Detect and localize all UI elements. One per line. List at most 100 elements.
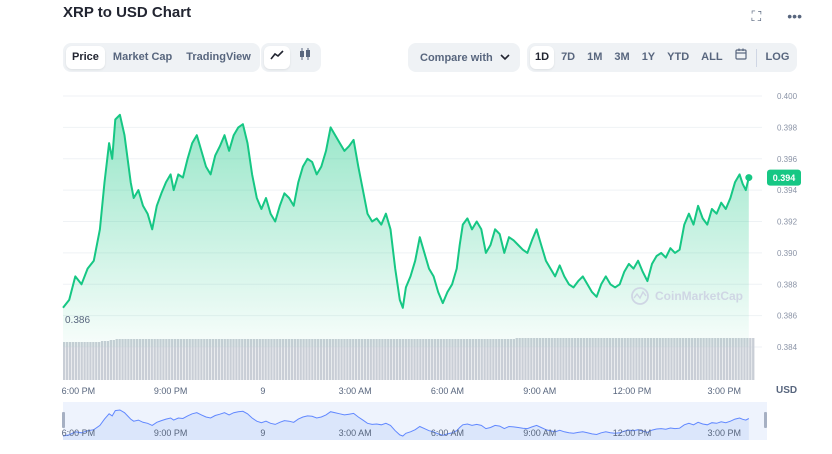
volume-bar <box>717 338 720 380</box>
tab-market-cap[interactable]: Market Cap <box>112 51 173 63</box>
volume-bar <box>661 338 664 380</box>
volume-bar <box>206 339 209 380</box>
volume-bar <box>124 339 127 380</box>
volume-bar <box>503 339 507 380</box>
volume-bar <box>521 338 524 380</box>
volume-bar <box>533 338 536 380</box>
range-all[interactable]: ALL <box>701 51 723 63</box>
volume-bar <box>498 339 501 380</box>
y-tick-label: 0.392 <box>777 218 798 227</box>
range-ytd[interactable]: YTD <box>667 51 690 63</box>
log-toggle[interactable]: LOG <box>765 51 790 63</box>
volume-bar <box>98 342 101 380</box>
volume-bar <box>363 339 367 380</box>
volume-bar <box>220 339 223 380</box>
volume-bar <box>92 342 95 380</box>
range-1m[interactable]: 1M <box>587 51 603 63</box>
volume-bar <box>477 339 480 380</box>
volume-bar <box>635 338 638 380</box>
volume-bar <box>287 339 291 380</box>
volume-bar <box>381 339 384 380</box>
volume-bar <box>536 338 539 380</box>
range-navigator[interactable]: 6:00 PM 9:00 PM 9 3:00 AM 6:00 AM 9:00 AM 12:0… <box>62 402 767 440</box>
tab-price[interactable]: Price <box>66 46 105 69</box>
navigator-handle-right[interactable] <box>764 412 767 428</box>
volume-bar <box>375 339 378 380</box>
range-3m[interactable]: 3M <box>614 51 630 63</box>
volume-bar <box>343 339 346 380</box>
volume-bar <box>308 339 311 380</box>
volume-bar <box>226 339 229 380</box>
volume-bar <box>725 338 729 380</box>
compare-label: Compare with <box>420 51 493 64</box>
fullscreen-icon[interactable]: ⛶ <box>751 8 762 24</box>
volume-bar <box>489 339 492 380</box>
volume-bar <box>112 340 115 380</box>
volume-bar <box>401 339 405 380</box>
volume-bar <box>690 338 694 380</box>
candlestick-icon[interactable] <box>292 46 318 69</box>
volume-bar <box>182 339 186 380</box>
volume-bar <box>317 339 320 380</box>
volume-bar <box>600 338 603 380</box>
volume-bar <box>430 339 434 380</box>
volume-bar <box>544 338 548 380</box>
navigator-handle-left[interactable] <box>62 412 65 428</box>
volume-bar <box>518 338 521 380</box>
range-7d[interactable]: 7D <box>561 51 576 63</box>
volume-bar <box>711 338 714 380</box>
volume-bar <box>80 342 83 380</box>
volume-bar <box>135 339 139 380</box>
volume-bar <box>153 339 156 380</box>
compare-with-dropdown[interactable]: Compare with <box>408 43 520 72</box>
volume-bar <box>223 339 226 380</box>
volume-bar <box>127 339 130 380</box>
volume-bar <box>740 338 743 380</box>
volume-bar <box>550 338 553 380</box>
volume-bar <box>687 338 691 380</box>
tab-tradingview[interactable]: TradingView <box>186 51 251 63</box>
more-icon[interactable]: ••• <box>787 8 802 24</box>
volume-bar <box>623 338 626 380</box>
volume-bar <box>436 339 440 380</box>
volume-bar <box>553 338 556 380</box>
volume-bar <box>737 338 740 380</box>
range-1d[interactable]: 1D <box>530 46 555 69</box>
volume-bar <box>89 342 92 380</box>
volume-bar <box>419 339 422 380</box>
volume-bar <box>165 339 168 380</box>
volume-bar <box>524 338 527 380</box>
volume-bar <box>673 338 676 380</box>
line-chart-icon[interactable] <box>264 46 290 69</box>
volume-bar <box>617 338 621 380</box>
volume-bar <box>346 339 349 380</box>
volume-bar <box>676 338 679 380</box>
volume-bar <box>679 338 682 380</box>
volume-bar <box>649 338 653 380</box>
volume-bar <box>588 338 591 380</box>
range-1y[interactable]: 1Y <box>641 51 656 63</box>
volume-bar <box>708 338 711 380</box>
price-line <box>62 113 750 309</box>
volume-bar <box>267 339 270 380</box>
min-price-label: 0.386 <box>65 315 90 326</box>
volume-bar <box>354 339 358 380</box>
volume-bar <box>276 339 279 380</box>
volume-bar <box>702 338 705 380</box>
volume-bar <box>264 339 267 380</box>
y-tick-label: 0.394 <box>777 186 798 195</box>
chevron-down-icon <box>500 52 510 64</box>
volume-bar <box>179 339 183 380</box>
volume-bar <box>130 339 133 380</box>
volume-bar <box>115 339 118 380</box>
navigator-area <box>63 410 749 440</box>
volume-bar <box>722 338 726 380</box>
volume-bar <box>197 339 200 380</box>
volume-bar <box>463 339 466 380</box>
volume-bar <box>632 338 635 380</box>
volume-bar <box>138 339 142 380</box>
calendar-icon[interactable] <box>730 46 752 69</box>
volume-bar <box>629 338 632 380</box>
volume-bar <box>568 338 571 380</box>
volume-bar <box>319 339 323 380</box>
